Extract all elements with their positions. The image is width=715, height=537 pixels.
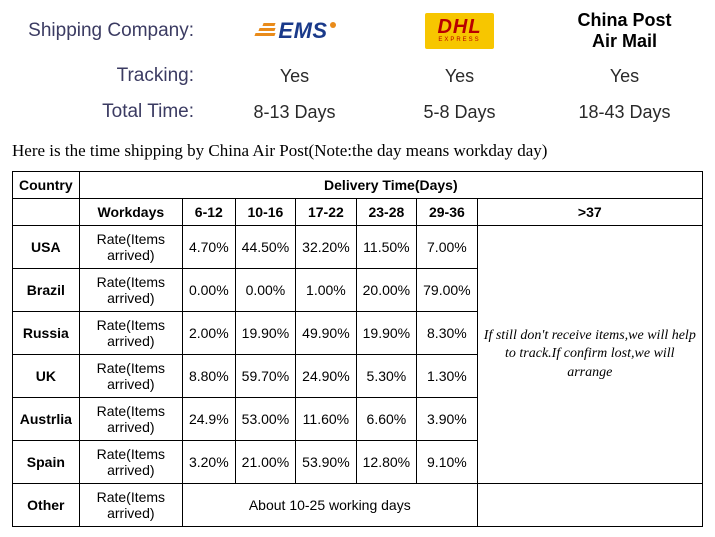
totaltime-dhl: 5-8 Days xyxy=(377,102,542,123)
chinapost-line2: Air Mail xyxy=(542,31,707,52)
header-range-4: 29-36 xyxy=(417,199,477,226)
ems-dot-icon xyxy=(330,22,336,28)
cell-country: USA xyxy=(13,226,80,269)
header-range-3: 23-28 xyxy=(356,199,416,226)
cell-val: 53.90% xyxy=(296,441,356,484)
cell-rowlabel: Rate(Items arrived) xyxy=(79,441,182,484)
cell-val: 4.70% xyxy=(182,226,235,269)
header-delivery-time: Delivery Time(Days) xyxy=(79,172,702,199)
tracking-dhl: Yes xyxy=(377,66,542,87)
cell-country: Brazil xyxy=(13,269,80,312)
cell-country: UK xyxy=(13,355,80,398)
brand-ems-cell: EMS xyxy=(212,18,377,44)
cell-val: 9.10% xyxy=(417,441,477,484)
dhl-text: DHL xyxy=(437,16,481,38)
cell-val: 0.00% xyxy=(182,269,235,312)
cell-val: 0.00% xyxy=(235,269,295,312)
cell-rowlabel: Rate(Items arrived) xyxy=(79,355,182,398)
row-company: Shipping Company: EMS DHL EXPRESS China … xyxy=(12,10,703,51)
chinapost-line1: China Post xyxy=(542,10,707,31)
cell-val: 8.30% xyxy=(417,312,477,355)
brand-dhl-cell: DHL EXPRESS xyxy=(377,13,542,49)
cell-val: 20.00% xyxy=(356,269,416,312)
cell-val: 19.90% xyxy=(356,312,416,355)
cell-rowlabel: Rate(Items arrived) xyxy=(79,269,182,312)
cell-val: 3.90% xyxy=(417,398,477,441)
ems-text: EMS xyxy=(278,18,327,44)
cell-val: 19.90% xyxy=(235,312,295,355)
row-totaltime: Total Time: 8-13 Days 5-8 Days 18-43 Day… xyxy=(12,101,703,123)
cell-val: 24.9% xyxy=(182,398,235,441)
tracking-ems: Yes xyxy=(212,66,377,87)
cell-other-text: About 10-25 working days xyxy=(182,484,477,527)
label-totaltime: Total Time: xyxy=(12,101,212,123)
chinapost-logo: China Post Air Mail xyxy=(542,10,707,51)
cell-val: 1.30% xyxy=(417,355,477,398)
cell-val: 11.50% xyxy=(356,226,416,269)
cell-val: 24.90% xyxy=(296,355,356,398)
shipping-comparison: Shipping Company: EMS DHL EXPRESS China … xyxy=(12,10,703,123)
cell-country: Spain xyxy=(13,441,80,484)
cell-val: 32.20% xyxy=(296,226,356,269)
cell-rowlabel: Rate(Items arrived) xyxy=(79,484,182,527)
header-range-0: 6-12 xyxy=(182,199,235,226)
row-tracking: Tracking: Yes Yes Yes xyxy=(12,65,703,87)
header-blank xyxy=(13,199,80,226)
cell-val: 12.80% xyxy=(356,441,416,484)
delivery-table: Country Delivery Time(Days) Workdays 6-1… xyxy=(12,171,703,527)
header-range-2: 17-22 xyxy=(296,199,356,226)
ems-speedlines-icon xyxy=(253,23,275,38)
cell-val: 21.00% xyxy=(235,441,295,484)
cell-other-blank xyxy=(477,484,702,527)
brand-chinapost-cell: China Post Air Mail xyxy=(542,10,707,51)
note-text: Here is the time shipping by China Air P… xyxy=(12,141,703,161)
header-country: Country xyxy=(13,172,80,199)
tracking-chinapost: Yes xyxy=(542,66,707,87)
ems-logo: EMS xyxy=(253,18,335,44)
cell-val: 5.30% xyxy=(356,355,416,398)
cell-val: 7.00% xyxy=(417,226,477,269)
table-row-other: Other Rate(Items arrived) About 10-25 wo… xyxy=(13,484,703,527)
table-row: USA Rate(Items arrived) 4.70% 44.50% 32.… xyxy=(13,226,703,269)
table-header-row-2: Workdays 6-12 10-16 17-22 23-28 29-36 >3… xyxy=(13,199,703,226)
dhl-logo: DHL EXPRESS xyxy=(425,13,493,49)
cell-country: Austrlia xyxy=(13,398,80,441)
cell-val: 49.90% xyxy=(296,312,356,355)
totaltime-ems: 8-13 Days xyxy=(212,102,377,123)
cell-val: 6.60% xyxy=(356,398,416,441)
dhl-subtext: EXPRESS xyxy=(437,37,481,43)
cell-rowlabel: Rate(Items arrived) xyxy=(79,226,182,269)
label-tracking: Tracking: xyxy=(12,65,212,87)
cell-val: 44.50% xyxy=(235,226,295,269)
table-header-row-1: Country Delivery Time(Days) xyxy=(13,172,703,199)
cell-val: 1.00% xyxy=(296,269,356,312)
header-range-1: 10-16 xyxy=(235,199,295,226)
cell-country-other: Other xyxy=(13,484,80,527)
cell-val: 11.60% xyxy=(296,398,356,441)
cell-country: Russia xyxy=(13,312,80,355)
cell-val: 8.80% xyxy=(182,355,235,398)
cell-val: 3.20% xyxy=(182,441,235,484)
cell-val: 59.70% xyxy=(235,355,295,398)
cell-rowlabel: Rate(Items arrived) xyxy=(79,398,182,441)
cell-over37-note: If still don't receive items,we will hel… xyxy=(477,226,702,484)
cell-val: 2.00% xyxy=(182,312,235,355)
cell-rowlabel: Rate(Items arrived) xyxy=(79,312,182,355)
totaltime-chinapost: 18-43 Days xyxy=(542,102,707,123)
cell-val: 79.00% xyxy=(417,269,477,312)
cell-val: 53.00% xyxy=(235,398,295,441)
label-shipping-company: Shipping Company: xyxy=(12,20,212,42)
header-range-5: >37 xyxy=(477,199,702,226)
header-workdays: Workdays xyxy=(79,199,182,226)
